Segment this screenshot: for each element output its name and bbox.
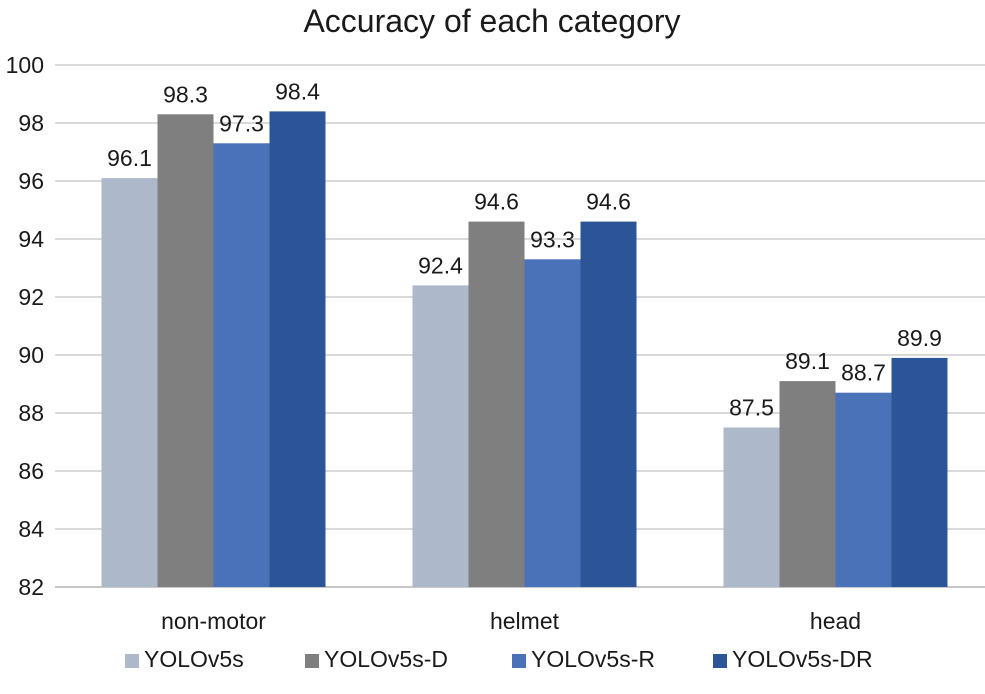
bar (412, 285, 469, 587)
legend-swatch (125, 654, 139, 668)
legend-swatch (305, 654, 319, 668)
chart-title: Accuracy of each category (303, 3, 680, 39)
data-label: 98.3 (163, 81, 208, 107)
y-tick-label: 100 (6, 52, 44, 78)
y-tick-label: 88 (18, 400, 44, 426)
y-tick-label: 92 (18, 284, 44, 310)
x-tick-label: non-motor (161, 608, 266, 634)
data-label: 98.4 (275, 78, 320, 104)
y-tick-label: 86 (18, 458, 44, 484)
data-label: 94.6 (586, 189, 631, 215)
legend-label: YOLOv5s-DR (732, 646, 873, 672)
bar (157, 114, 214, 588)
x-tick-label: head (810, 608, 861, 634)
bars (101, 111, 948, 588)
data-label: 93.3 (530, 226, 575, 252)
data-label: 96.1 (107, 145, 152, 171)
legend-label: YOLOv5s-R (531, 646, 655, 672)
data-label: 88.7 (841, 360, 886, 386)
y-tick-label: 82 (18, 574, 44, 600)
y-tick-label: 98 (18, 110, 44, 136)
data-label: 94.6 (474, 189, 519, 215)
bar (101, 178, 158, 587)
legend-item: YOLOv5s-R (512, 646, 655, 672)
bar (723, 427, 780, 587)
legend-swatch (512, 654, 526, 668)
data-label: 92.4 (418, 252, 463, 278)
y-tick-label: 96 (18, 168, 44, 194)
bar (891, 357, 948, 587)
bar (213, 143, 270, 588)
legend-item: YOLOv5s-D (305, 646, 448, 672)
y-axis: 82 84 86 88 90 92 94 96 98 100 (6, 52, 45, 600)
bar (269, 111, 326, 588)
data-label: 97.3 (219, 110, 264, 136)
y-tick-label: 94 (18, 226, 44, 252)
data-label: 89.9 (897, 325, 942, 351)
legend-swatch (713, 654, 727, 668)
bar (468, 221, 525, 587)
data-label: 89.1 (785, 348, 830, 374)
data-label: 87.5 (729, 395, 774, 421)
legend-item: YOLOv5s-DR (713, 646, 873, 672)
bar (524, 259, 581, 587)
y-tick-label: 90 (18, 342, 44, 368)
legend: YOLOv5s YOLOv5s-D YOLOv5s-R YOLOv5s-DR (125, 646, 873, 672)
data-labels: 96.1 98.3 97.3 98.4 92.4 94.6 93.3 94.6 87.5 89.1… (107, 78, 942, 420)
legend-item: YOLOv5s (125, 646, 244, 672)
x-axis: non-motor helmet head (161, 608, 861, 634)
x-tick-label: helmet (490, 608, 560, 634)
y-tick-label: 84 (18, 516, 44, 542)
legend-label: YOLOv5s-D (324, 646, 448, 672)
bar (779, 381, 836, 587)
bar (835, 392, 892, 587)
legend-label: YOLOv5s (144, 646, 244, 672)
bar (580, 221, 637, 587)
